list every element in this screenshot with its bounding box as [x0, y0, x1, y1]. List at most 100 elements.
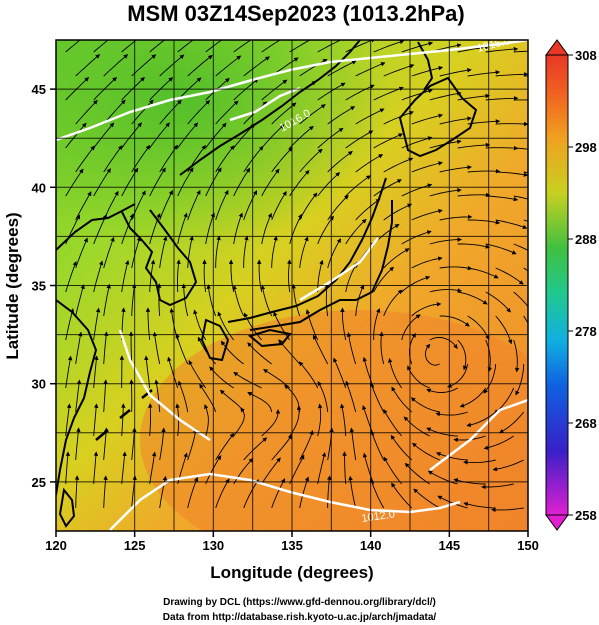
wind-streamline — [187, 189, 201, 221]
colorbar-tick-label: 278 — [575, 324, 597, 339]
colorbar-bottom-arrow — [545, 514, 569, 531]
wind-streamline — [149, 167, 166, 197]
isobar-honshu — [299, 237, 379, 302]
wind-streamline — [217, 311, 235, 341]
wind-streamline — [495, 72, 528, 77]
wind-streamline — [404, 462, 430, 485]
wind-streamline — [271, 478, 286, 509]
wind-streamline — [317, 452, 327, 485]
wind-streamline — [429, 288, 463, 293]
wind-streamline — [369, 382, 385, 413]
wind-streamline — [243, 190, 258, 221]
wind-streamline — [271, 235, 278, 269]
wind-streamline — [401, 41, 434, 53]
wind-streamline — [233, 167, 251, 197]
wind-streamline — [159, 54, 185, 77]
wind-streamline — [159, 190, 173, 221]
wind-streamline — [485, 145, 519, 151]
wind-streamline — [373, 40, 405, 53]
wind-streamline — [149, 213, 161, 245]
wind-streamline — [485, 243, 517, 255]
wind-streamline — [383, 111, 414, 125]
wind-streamline — [121, 451, 127, 485]
wind-streamline — [75, 379, 82, 413]
wind-streamline — [459, 387, 487, 408]
isobar-1012-east — [429, 398, 528, 471]
wind-streamline — [103, 427, 109, 461]
wind-streamline — [355, 108, 385, 125]
wind-streamline — [261, 79, 288, 101]
wind-streamline — [403, 416, 430, 437]
wind-streamline — [457, 142, 491, 149]
wind-streamline — [299, 148, 323, 173]
wind-streamline — [65, 403, 72, 437]
wind-streamline — [289, 213, 303, 245]
wind-streamline — [312, 334, 329, 365]
wind-streamline — [435, 411, 468, 417]
wind-streamline — [65, 122, 87, 149]
colorbar-tick-label: 298 — [575, 140, 597, 155]
wind-streamline — [243, 479, 259, 509]
wind-streamline — [513, 339, 520, 373]
wind-streamline — [187, 428, 198, 461]
wind-streamline — [263, 368, 291, 389]
isobars — [56, 40, 528, 531]
wind-streamline — [523, 315, 528, 325]
wind-streamline — [103, 54, 129, 77]
wind-streamline — [429, 237, 462, 245]
wind-streamline — [373, 266, 395, 293]
wind-streamline — [401, 275, 431, 293]
wind-streamline — [256, 259, 263, 293]
wind-streamline — [93, 260, 104, 293]
wind-streamline — [429, 91, 462, 101]
wind-streamline — [467, 119, 501, 125]
isobar-1016-mid — [229, 86, 301, 122]
wind-streamline — [492, 459, 524, 472]
wind-streamline — [424, 343, 440, 366]
wind-streamline — [75, 145, 95, 173]
wind-streamline — [232, 284, 245, 317]
wind-streamline — [463, 501, 496, 509]
wind-streamline — [513, 291, 528, 308]
wind-streamline — [289, 169, 310, 197]
wind-streamline — [215, 235, 221, 268]
coastline-china — [56, 203, 136, 496]
wind-streamline — [467, 219, 501, 225]
wind-streamline — [181, 283, 189, 317]
wind-streamline — [271, 434, 293, 461]
wind-streamline — [299, 104, 326, 125]
wind-streamline — [121, 259, 130, 293]
map-plot-area: 1016.0 1016.0 1012.0 — [56, 40, 528, 531]
x-tick-label: 150 — [517, 538, 539, 553]
wind-streamline — [299, 192, 318, 221]
wind-streamline — [271, 190, 287, 221]
wind-streamline — [513, 50, 528, 53]
coastline-taiwan — [58, 487, 76, 528]
wind-streamline — [159, 99, 182, 125]
x-axis-label: Longitude (degrees) — [210, 563, 373, 582]
wind-streamline — [154, 379, 161, 413]
warm-region-south — [140, 310, 528, 531]
wind-streamline — [75, 331, 83, 365]
wind-streamline — [148, 403, 153, 437]
wind-streamline — [233, 371, 262, 389]
wind-streamline — [215, 189, 229, 221]
wind-streamline — [65, 451, 71, 485]
wind-streamline — [187, 235, 194, 269]
wind-streamline — [373, 133, 404, 149]
wind-streamline — [485, 195, 519, 202]
x-tick-label: 120 — [45, 538, 67, 553]
x-tick-label: 145 — [438, 538, 460, 553]
wind-streamline — [345, 84, 375, 101]
wind-streamline — [317, 259, 324, 292]
isobar-label-3: 1012.0 — [361, 508, 396, 525]
wind-streamline — [467, 70, 501, 77]
wind-streamline — [345, 40, 376, 53]
wind-streamline — [103, 145, 123, 173]
wind-streamline — [120, 403, 126, 437]
wind-streamline — [495, 315, 513, 345]
wind-streamline — [457, 291, 488, 305]
wind-streamline — [345, 218, 367, 245]
wind-streamline — [345, 130, 374, 149]
